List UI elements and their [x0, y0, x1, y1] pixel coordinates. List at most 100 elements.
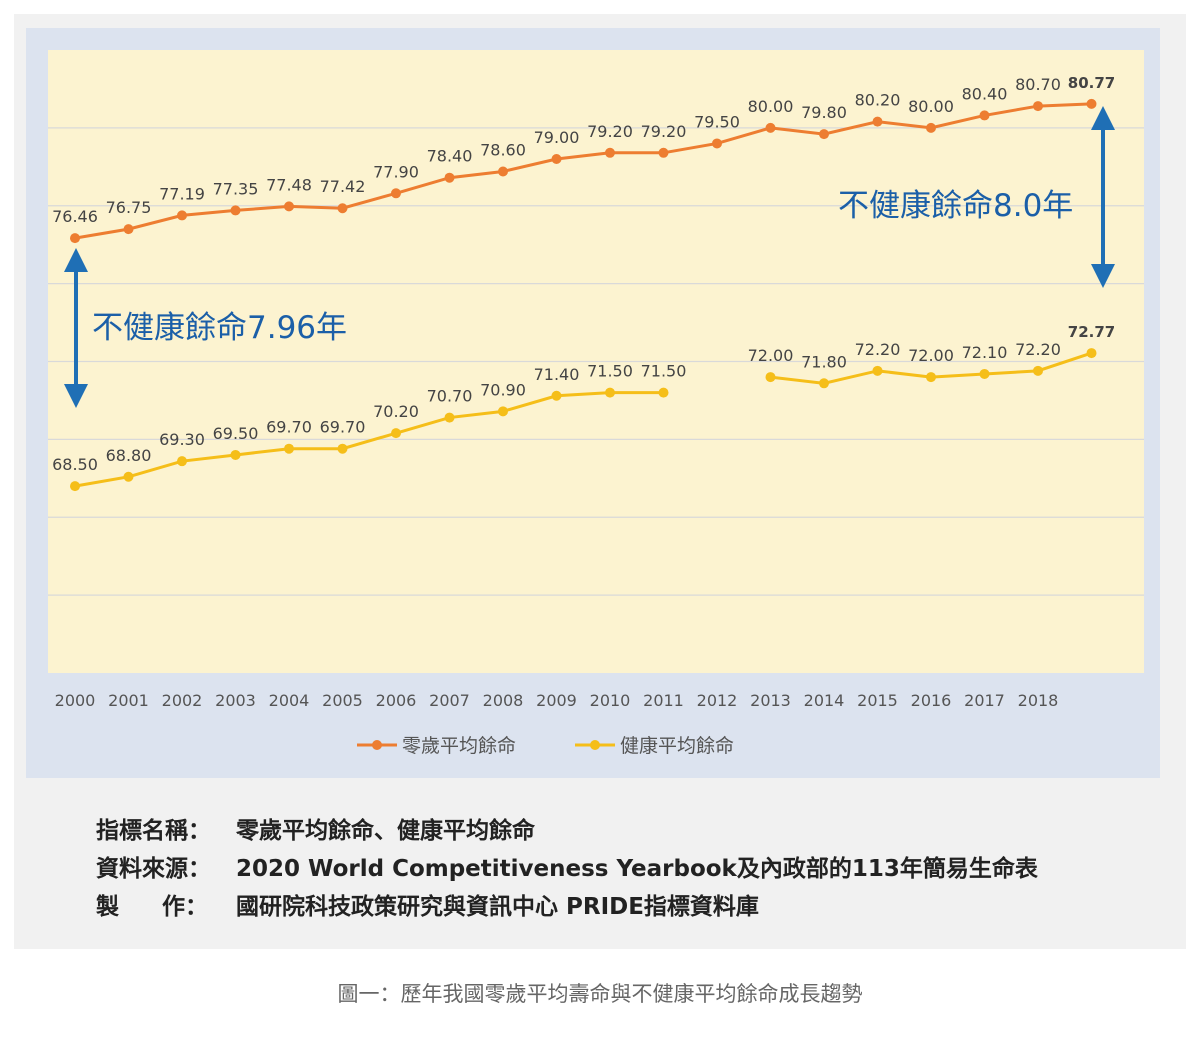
indicator-value: 零歲平均餘命、健康平均餘命 [236, 818, 535, 844]
data-point [284, 201, 294, 212]
data-label: 72.10 [962, 343, 1008, 362]
data-label: 69.50 [213, 424, 259, 443]
gap-arrow-left-down-head [64, 384, 88, 408]
x-tick-label: 2014 [804, 691, 845, 710]
data-label: 72.20 [855, 340, 901, 359]
data-point [765, 372, 776, 383]
data-point [70, 233, 80, 244]
data-label: 79.50 [694, 112, 740, 131]
legend-marker-series-2 [590, 740, 600, 750]
data-label: 80.77 [1068, 74, 1115, 92]
x-tick-label: 2003 [215, 691, 256, 710]
data-point [658, 147, 669, 158]
series-1: 76.46 76.75 77.19 77.35 77.48 77.42 77.90 78.40… [52, 74, 1115, 244]
data-point [872, 116, 883, 127]
series-line [74, 102, 1092, 240]
maker-label: 製作： [96, 894, 208, 920]
data-point [177, 456, 187, 467]
data-point [391, 188, 401, 199]
series-line [74, 391, 664, 488]
x-tick-label: 2011 [643, 691, 684, 710]
legend: 零歲平均餘命 健康平均餘命 [357, 735, 734, 757]
data-point [1033, 365, 1043, 376]
data-label: 72.00 [748, 346, 794, 365]
legend-label-series-2: 健康平均餘命 [620, 735, 734, 757]
data-point [605, 387, 615, 398]
data-point [1086, 98, 1097, 109]
info-row-indicator: 指標名稱： 零歲平均餘命、健康平均餘命 [96, 812, 1038, 850]
data-label: 71.50 [641, 362, 687, 381]
data-label: 77.35 [213, 179, 259, 198]
data-label: 70.70 [427, 387, 473, 406]
data-label: 68.80 [106, 446, 152, 465]
data-label: 77.42 [320, 177, 366, 196]
data-label: 72.20 [1015, 340, 1061, 359]
annotation-gap-right: 不健康餘命8.0年 [838, 188, 1073, 224]
indicator-label: 指標名稱： [96, 818, 211, 844]
data-point [658, 387, 669, 398]
gap-arrow-left-up-head [64, 248, 88, 272]
data-point [765, 122, 776, 133]
data-point [444, 172, 455, 183]
data-label: 71.80 [801, 352, 847, 371]
data-point [1033, 101, 1043, 112]
source-value: 2020 World Competitiveness Yearbook及內政部的… [236, 856, 1038, 882]
x-tick-label: 2018 [1018, 691, 1059, 710]
data-point [498, 406, 508, 417]
x-tick-label: 2009 [536, 691, 577, 710]
legend-marker-series-1 [372, 740, 382, 750]
x-tick-label: 2010 [590, 691, 631, 710]
data-label: 69.70 [320, 418, 366, 437]
data-point [284, 443, 294, 454]
data-point [926, 122, 936, 133]
data-label: 77.19 [159, 184, 205, 203]
data-label: 78.40 [427, 147, 473, 166]
data-label: 79.20 [587, 122, 633, 141]
legend-label-series-1: 零歲平均餘命 [402, 735, 516, 757]
data-label: 78.60 [480, 140, 526, 159]
data-label: 79.20 [641, 122, 687, 141]
data-label: 80.40 [962, 84, 1008, 103]
gap-arrow-right-down-head [1091, 264, 1115, 288]
data-label: 69.30 [159, 430, 205, 449]
data-label: 77.90 [373, 162, 419, 181]
data-point [551, 390, 562, 401]
data-point [926, 372, 936, 383]
data-label: 80.00 [748, 97, 794, 116]
data-label: 80.20 [855, 91, 901, 110]
x-tick-label: 2013 [750, 691, 791, 710]
x-tick-label: 2004 [269, 691, 310, 710]
data-label: 76.46 [52, 207, 98, 226]
source-label: 資料來源： [96, 856, 211, 882]
info-row-source: 資料來源： 2020 World Competitiveness Yearboo… [96, 850, 1038, 888]
data-point [337, 203, 348, 214]
data-point [444, 412, 455, 423]
data-label: 72.77 [1068, 323, 1115, 341]
x-tick-label: 2007 [429, 691, 470, 710]
data-point [712, 138, 722, 149]
data-label: 68.50 [52, 455, 98, 474]
data-point [230, 205, 241, 216]
data-point [337, 443, 348, 454]
data-point [123, 224, 134, 235]
data-point [498, 166, 508, 177]
data-point [177, 210, 187, 221]
data-point [230, 449, 241, 460]
annotation-gap-left: 不健康餘命7.96年 [92, 310, 347, 346]
data-point [1086, 348, 1097, 359]
x-tick-label: 2000 [55, 691, 96, 710]
x-tick-label: 2016 [911, 691, 952, 710]
x-tick-label: 2015 [857, 691, 898, 710]
x-tick-label: 2005 [322, 691, 363, 710]
data-point [605, 147, 615, 158]
data-label: 77.48 [266, 175, 312, 194]
x-tick-label: 2006 [376, 691, 417, 710]
data-point [872, 365, 883, 376]
x-tick-label: 2001 [108, 691, 149, 710]
data-label: 69.70 [266, 418, 312, 437]
data-point [979, 368, 990, 379]
data-point [819, 378, 829, 389]
figure-caption: 圖一：歷年我國零歲平均壽命與不健康平均餘命成長趨勢 [337, 982, 863, 1006]
data-point [70, 481, 80, 492]
data-point [391, 428, 401, 439]
